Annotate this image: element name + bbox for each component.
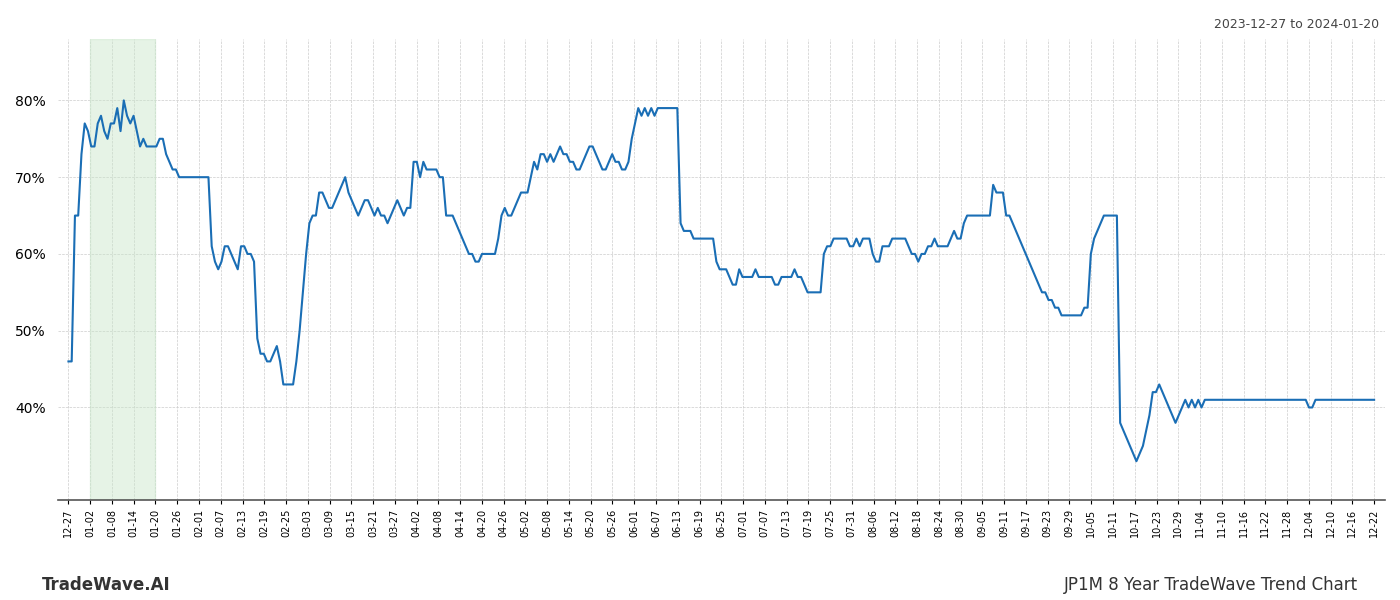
Text: TradeWave.AI: TradeWave.AI — [42, 576, 171, 594]
Bar — [90, 39, 155, 500]
Text: JP1M 8 Year TradeWave Trend Chart: JP1M 8 Year TradeWave Trend Chart — [1064, 576, 1358, 594]
Text: 2023-12-27 to 2024-01-20: 2023-12-27 to 2024-01-20 — [1214, 18, 1379, 31]
